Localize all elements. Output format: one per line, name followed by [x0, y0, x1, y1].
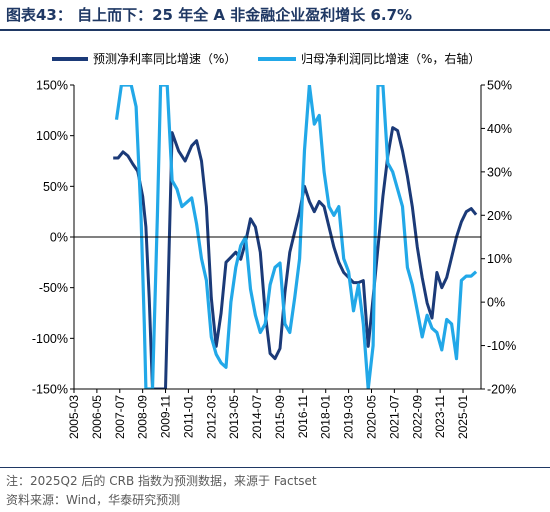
y-left-tick-label: -50% [39, 281, 68, 295]
x-tick-label: 2006-05 [90, 395, 104, 439]
legend: 预测净利率同比增速（%） 归母净利润同比增速（%，右轴） [52, 51, 480, 66]
title-rule [0, 29, 550, 31]
footnote-note: 注：2025Q2 后的 CRB 指数为预测数据，来源于 Factset [6, 474, 317, 488]
y-right-tick-label: 50% [487, 79, 512, 93]
figure-title: 图表43： 自上而下：25 年全 A 非金融企业盈利增长 6.7% [6, 6, 413, 24]
plot-area [113, 85, 478, 389]
x-tick-label: 2012-03 [204, 395, 218, 439]
y-right-tick-label: -20% [487, 383, 516, 397]
footnote-source: 资料来源：Wind，华泰研究预测 [6, 493, 181, 507]
y-left-tick-label: 50% [43, 180, 68, 194]
x-tick-label: 2019-03 [342, 395, 356, 439]
legend-label-series-2: 归母净利润同比增速（%，右轴） [301, 51, 480, 66]
y-left-tick-label: -150% [32, 383, 68, 397]
x-tick-label: 2014-07 [250, 395, 264, 439]
x-tick-label: 2018-01 [319, 395, 333, 439]
x-tick-label: 2020-05 [364, 395, 378, 439]
y-right-tick-label: -10% [487, 339, 516, 353]
y-left-tick-label: -100% [32, 332, 68, 346]
series-line-2 [114, 85, 478, 389]
x-tick-label: 2015-09 [273, 395, 287, 439]
x-tick-label: 2022-09 [410, 395, 424, 439]
x-tick-label: 2013-05 [227, 395, 241, 439]
axes: 150% 100% 50% 0% -50% -100% -150% 50% 40% 30% 20% 1… [32, 79, 516, 440]
x-tick-label: 2025-01 [456, 395, 470, 439]
y-right-tick-label: 10% [487, 252, 512, 266]
x-tick-label: 2016-11 [296, 395, 310, 438]
x-tick-label: 2005-03 [67, 395, 81, 439]
x-tick-label: 2009-11 [159, 395, 173, 438]
y-right-tick-label: 30% [487, 165, 512, 179]
y-right-tick-label: 0% [487, 296, 505, 310]
x-tick-label: 2011-01 [181, 395, 195, 438]
legend-label-series-1: 预测净利率同比增速（%） [93, 51, 236, 66]
x-tick-label: 2008-09 [136, 395, 150, 439]
x-tick-label: 2023-11 [433, 395, 447, 438]
y-right-tick-label: 40% [487, 122, 512, 136]
y-right-tick-label: 20% [487, 209, 512, 223]
x-tick-label: 2021-07 [387, 395, 401, 439]
chart: 预测净利率同比增速（%） 归母净利润同比增速（%，右轴） 150% 100% 50%… [32, 51, 516, 440]
x-tick-label: 2007-07 [113, 395, 127, 439]
y-left-tick-label: 150% [36, 79, 68, 93]
series-line-1 [113, 126, 478, 389]
footer-rule [0, 467, 550, 468]
y-left-tick-label: 100% [36, 129, 68, 143]
y-left-tick-label: 0% [50, 231, 68, 245]
